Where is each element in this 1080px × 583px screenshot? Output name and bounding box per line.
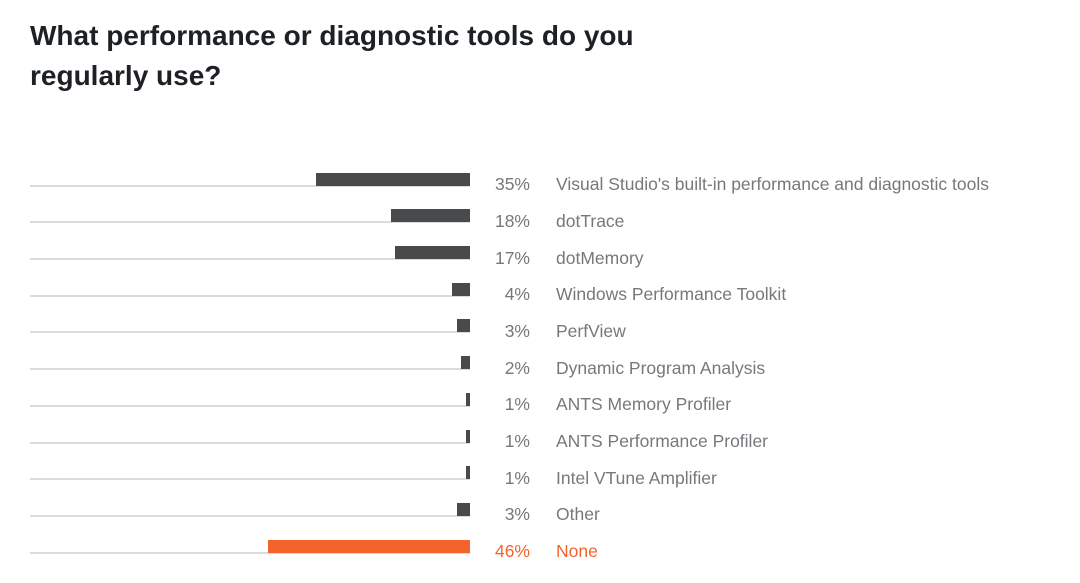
bar: [316, 172, 470, 186]
bar-category-label: None: [556, 541, 598, 562]
baseline-line: [30, 368, 470, 371]
bar-track: [30, 333, 470, 371]
bar-value-label: 35%: [494, 174, 530, 195]
bar-value-label: 4%: [504, 284, 530, 305]
baseline-line: [30, 551, 470, 554]
chart-row: 1% ANTS Memory Profiler: [30, 370, 1050, 413]
bar-category-label: Visual Studio's built-in performance and…: [556, 174, 989, 195]
baseline-line: [30, 404, 470, 407]
bar-category-label: Dynamic Program Analysis: [556, 357, 766, 378]
baseline-line: [30, 221, 470, 224]
bar-category-label: Intel VTune Amplifier: [556, 467, 717, 488]
bar-track: [30, 444, 470, 481]
bar: [465, 392, 470, 406]
bar-value-label: 17%: [494, 247, 530, 268]
chart-row: 17% dotMemory: [30, 223, 1050, 266]
bar: [456, 502, 470, 516]
bar-track: [30, 187, 470, 224]
bar-chart: 35% Visual Studio's built-in performance …: [30, 150, 1050, 560]
bar: [395, 246, 470, 260]
baseline-line: [30, 258, 470, 261]
baseline-line: [30, 478, 470, 481]
bar-value-label: 1%: [504, 431, 530, 451]
bar-track: [30, 260, 470, 297]
chart-title: What performance or diagnostic tools do …: [30, 20, 634, 91]
bar-value-label: 1%: [504, 467, 530, 488]
bar: [452, 282, 470, 296]
chart-row: 35% Visual Studio's built-in performance …: [30, 150, 1050, 193]
bar-category-label: dotMemory: [556, 247, 644, 268]
chart-row: 2% Dynamic Program Analysis: [30, 333, 1050, 376]
baseline-line: [30, 514, 470, 517]
baseline-line: [30, 441, 470, 444]
bar: [465, 466, 470, 480]
chart-row: 3% PerfView: [30, 297, 1050, 339]
bar-category-label: Windows Performance Toolkit: [556, 284, 787, 305]
bar: [456, 319, 470, 333]
bar-value-label: 46%: [494, 541, 530, 562]
bar: [267, 539, 470, 553]
bar-track: [30, 480, 470, 517]
bar-track: [30, 150, 470, 187]
bar-track: [30, 517, 470, 554]
chart-row: 1% ANTS Performance Profiler: [30, 407, 1050, 450]
bar: [390, 209, 470, 223]
chart-row: 4% Windows Performance Toolkit: [30, 260, 1050, 303]
bar: [461, 356, 470, 370]
bar-value-label: 2%: [504, 357, 530, 378]
bar-track: [30, 370, 470, 407]
bar-value-label: 1%: [504, 394, 530, 415]
bar-value-label: 3%: [504, 504, 530, 525]
bar: [465, 429, 470, 443]
bar-category-label: ANTS Memory Profiler: [556, 394, 732, 415]
bar-track: [30, 223, 470, 261]
chart-row: 46% None: [30, 517, 1050, 560]
bar-category-label: PerfView: [556, 320, 626, 341]
baseline-line: [30, 331, 470, 334]
bar-category-label: ANTS Performance Profiler: [556, 431, 769, 451]
bar-category-label: dotTrace: [556, 210, 625, 231]
chart-row: 1% Intel VTune Amplifier: [30, 444, 1050, 486]
baseline-line: [30, 184, 470, 187]
chart-row: 18% dotTrace: [30, 187, 1050, 229]
bar-track: [30, 407, 470, 444]
baseline-line: [30, 294, 470, 297]
bar-value-label: 3%: [504, 320, 530, 341]
bar-category-label: Other: [556, 504, 600, 525]
chart-row: 3% Other: [30, 480, 1050, 523]
bar-track: [30, 297, 470, 334]
bar-value-label: 18%: [494, 210, 530, 231]
